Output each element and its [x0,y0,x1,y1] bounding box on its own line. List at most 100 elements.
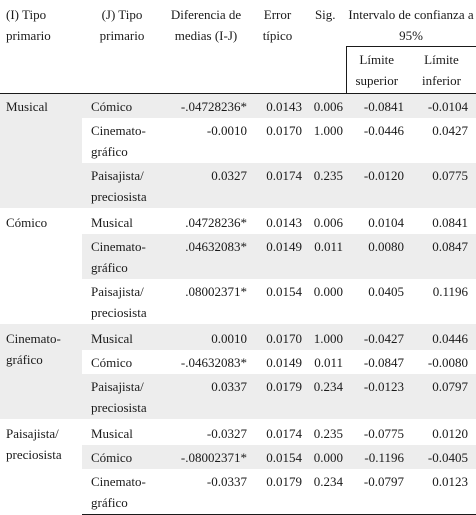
significance: 0.234 [305,374,346,419]
lower-limit: -0.0080 [427,355,468,370]
upper-limit: -0.0841 [346,93,407,118]
significance: 0.235 [305,163,346,208]
primary-type-label: Paisajista/ preciosista [6,426,62,462]
lower-limit: 0.1196 [432,284,468,299]
secondary-type-label: Cinemato-gráfico [91,123,146,159]
table-row: Cómico Musical .04728236* 0.0143 0.006 0… [0,208,476,234]
std-error: 0.0174 [250,163,305,208]
table-row: Cinemato-gráfico .04632083* 0.0149 0.011… [0,234,476,279]
significance: 1.000 [313,123,343,138]
significance: 0.234 [305,469,346,515]
significance: 0.235 [313,426,343,441]
mean-difference: -.08002371* [162,445,250,469]
table-header: (I) Tipo primario (J) Tipo primario Dife… [0,0,476,94]
secondary-type-label: Paisajista/ preciosista [82,163,162,208]
upper-limit: 0.0104 [368,215,404,230]
lower-limit: 0.0797 [407,374,476,419]
secondary-type-label: Cinemato-gráfico [82,469,162,515]
lower-limit: 0.0446 [407,324,476,350]
std-error: 0.0149 [250,234,305,279]
lower-limit: -0.0104 [407,93,476,118]
std-error: 0.0143 [266,215,302,230]
table-row: Paisajista/ preciosista 0.0327 0.0174 0.… [0,163,476,208]
lower-limit: 0.0427 [432,123,468,138]
secondary-type-label: Cómico [91,355,133,370]
table-row: Musical Cómico -.04728236* 0.0143 0.006 … [0,93,476,208]
significance: 0.000 [313,284,343,299]
mean-difference: -0.0327 [206,426,247,441]
header-intervalo: Intervalo de confianza a 95% [346,0,476,47]
header-sig: Sig. [305,0,346,94]
lower-limit: 0.0841 [432,215,468,230]
secondary-type-label: Paisajista/ preciosista [82,374,162,419]
mean-difference: -.04632083* [180,355,247,370]
mean-difference: -0.0337 [162,469,250,515]
std-error: 0.0154 [250,445,305,469]
significance: 0.000 [305,445,346,469]
table-row: Cinemato-gráfico Musical 0.0010 0.0170 1… [0,324,476,419]
secondary-type-label: Musical [91,426,133,441]
table-row: Paisajista/ preciosista Musical -0.0327 … [0,419,476,462]
secondary-type-label: Musical [82,324,162,350]
upper-limit: -0.0123 [346,374,407,419]
secondary-type-label: Cómico [82,93,162,118]
std-error: 0.0179 [250,374,305,419]
lower-limit: -0.0405 [407,445,476,469]
upper-limit: -0.0446 [363,123,404,138]
table-row: Cómico -.04632083* 0.0149 0.011 -0.0847 … [0,350,476,374]
group-comico: Cómico Musical .04728236* 0.0143 0.006 0… [0,208,476,324]
upper-limit: 0.0405 [368,284,404,299]
std-error: 0.0179 [250,469,305,515]
header-limite-inferior: Límite inferior [407,46,476,94]
upper-limit: -0.0797 [346,469,407,515]
mean-difference: 0.0337 [162,374,250,419]
std-error: 0.0170 [266,123,302,138]
upper-limit: -0.0120 [346,163,407,208]
upper-limit: -0.1196 [346,445,407,469]
mean-difference: 0.0010 [162,324,250,350]
secondary-type-label: Musical [91,215,133,230]
mean-difference: .04728236* [185,215,247,230]
group-cinematografico: Cinemato-gráfico Musical 0.0010 0.0170 1… [0,324,476,419]
mean-difference: .08002371* [185,284,247,299]
upper-limit: 0.0080 [346,234,407,279]
secondary-type-label: Paisajista/ preciosista [91,284,147,320]
mean-difference: 0.0327 [162,163,250,208]
upper-limit: -0.0427 [346,324,407,350]
mean-difference: -.04728236* [162,93,250,118]
lower-limit: 0.0847 [407,234,476,279]
primary-type-label: Musical [0,93,82,208]
table-row: Paisajista/ preciosista .08002371* 0.015… [0,279,476,324]
mean-difference: -0.0010 [206,123,247,138]
header-limite-superior: Límite superior [345,46,407,94]
significance: 0.006 [313,215,343,230]
secondary-type-label: Cinemato-gráfico [82,234,162,279]
header-error: Error típico [250,0,305,94]
group-musical: Musical Cómico -.04728236* 0.0143 0.006 … [0,93,476,208]
secondary-type-label: Cómico [82,445,162,469]
primary-type-label: Cinemato-gráfico [0,324,82,419]
primary-type-label: Cómico [6,215,48,230]
lower-limit: 0.0123 [407,469,476,515]
std-error: 0.0143 [250,93,305,118]
table-row: Cinemato-gráfico -0.0010 0.0170 1.000 -0… [0,118,476,163]
upper-limit: -0.0847 [363,355,404,370]
table-row: Cómico -.08002371* 0.0154 0.000 -0.1196 … [0,445,476,469]
std-error: 0.0149 [266,355,302,370]
significance: 1.000 [305,324,346,350]
group-paisajista: Paisajista/ preciosista Musical -0.0327 … [0,419,476,515]
header-diferencia: Diferencia de medias (I-J) [162,0,250,94]
mean-difference: .04632083* [162,234,250,279]
significance: 0.006 [305,93,346,118]
significance: 0.011 [314,355,343,370]
lower-limit: 0.0775 [407,163,476,208]
header-i-tipo: (I) Tipo primario [0,0,82,94]
upper-limit: -0.0775 [363,426,404,441]
lower-limit: 0.0120 [432,426,468,441]
table-row: Paisajista/ preciosista 0.0337 0.0179 0.… [0,374,476,419]
header-j-tipo: (J) Tipo primario [82,0,162,94]
std-error: 0.0170 [250,324,305,350]
significance: 0.011 [305,234,346,279]
std-error: 0.0174 [266,426,302,441]
